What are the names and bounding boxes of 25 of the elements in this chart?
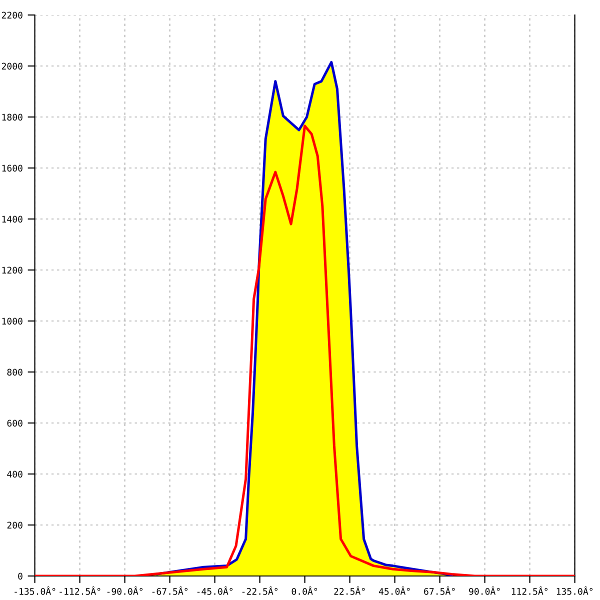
x-tick-label: 90.0Â° — [469, 586, 500, 595]
x-tick-label: -67.5Â° — [152, 586, 188, 595]
x-tick-label: 135.0Â° — [556, 586, 593, 595]
x-tick-label: -45.0Â° — [197, 586, 233, 595]
x-tick-label: 112.5Â° — [512, 586, 548, 595]
y-tick-label: 600 — [7, 420, 22, 427]
y-tick-label: 1200 — [2, 266, 22, 274]
x-tick-label: 67.5Â° — [424, 586, 455, 595]
x-tick-label: 22.5Â° — [334, 586, 365, 595]
y-tick-label: 1000 — [2, 318, 22, 325]
x-tick-label: -22.5Â° — [242, 586, 278, 595]
y-tick-label: 1600 — [2, 164, 22, 172]
y-tick-label: 1800 — [2, 114, 22, 121]
y-tick-label: 200 — [7, 522, 22, 529]
x-tick-label: 45.0Â° — [378, 586, 410, 595]
y-tick-label: 2200 — [2, 12, 22, 19]
y-tick-label: 0 — [18, 572, 22, 580]
x-tick-label: -90.0Â° — [107, 586, 143, 595]
y-tick-label: 800 — [7, 368, 22, 376]
x-tick-label: 0.0Â° — [292, 586, 318, 595]
y-tick-label: 1400 — [2, 216, 22, 223]
y-tick-label: 400 — [7, 470, 22, 478]
x-tick-label: -135.0Â° — [14, 586, 56, 595]
y-tick-label: 2000 — [2, 62, 22, 70]
x-tick-label: -112.5Â° — [60, 586, 100, 595]
